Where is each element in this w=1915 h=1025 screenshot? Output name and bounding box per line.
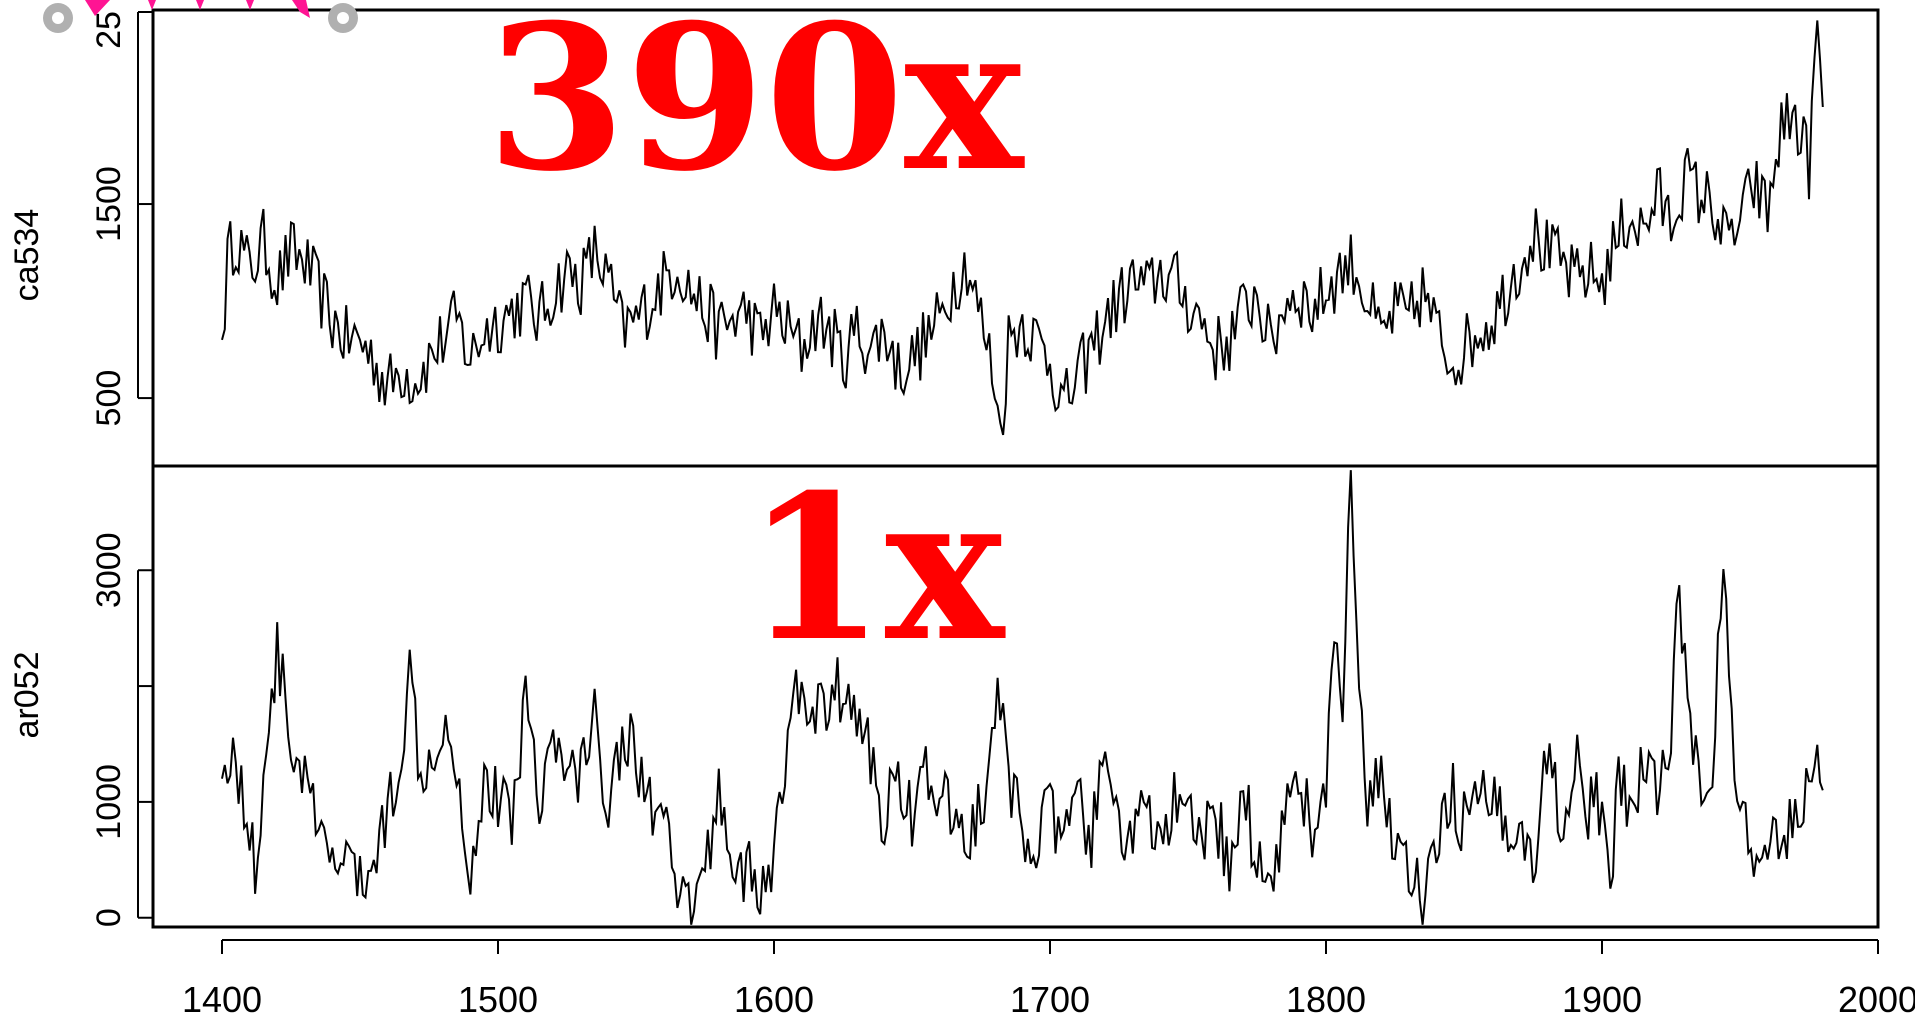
y-tick-label: 3000 [90, 532, 128, 608]
pink-marker-icon [85, 0, 110, 16]
x-tick-label: 1800 [1286, 979, 1366, 1020]
y-tick-label: 1000 [90, 764, 128, 840]
y-tick-label: 0 [90, 908, 128, 927]
y-tick-label: 1500 [90, 166, 128, 242]
top-y-axis-label: ca534 [8, 209, 46, 302]
x-tick-label: 1700 [1010, 979, 1090, 1020]
right-handle-inner-icon [337, 12, 349, 24]
y-tick-label: 500 [90, 370, 128, 427]
x-tick-label: 1900 [1562, 979, 1642, 1020]
y-tick-label-partial: 25 [90, 11, 128, 49]
ca534-series-line [221, 20, 1824, 436]
top-y-axis: 500 1500 25 [90, 11, 153, 426]
bottom-y-axis-label: ar052 [8, 652, 46, 739]
bottom-y-axis: 0 1000 3000 [90, 532, 153, 927]
bottom-overlay-label: 1x [746, 451, 1006, 686]
x-tick-label: 1400 [182, 979, 262, 1020]
x-axis: 1400 1500 1600 1700 1800 1900 2000 [182, 939, 1915, 1020]
left-handle-inner-icon [52, 12, 64, 24]
x-tick-label: 1600 [734, 979, 814, 1020]
top-overlay-label: 390x [487, 0, 1025, 216]
pink-marker-icon [148, 0, 156, 10]
x-tick-label: 2000 [1838, 979, 1915, 1020]
pink-marker-icon [246, 0, 254, 10]
pink-marker-icon [196, 0, 204, 10]
ar052-series-line [221, 470, 1824, 925]
x-tick-label: 1500 [458, 979, 538, 1020]
bottom-panel-frame [151, 464, 1880, 929]
bottom-panel: 0 1000 3000 ar052 1400 1500 1600 1700 1800 1900… [8, 464, 1915, 1020]
crop-toolbar[interactable] [43, 0, 358, 33]
pink-marker-icon [292, 0, 310, 18]
